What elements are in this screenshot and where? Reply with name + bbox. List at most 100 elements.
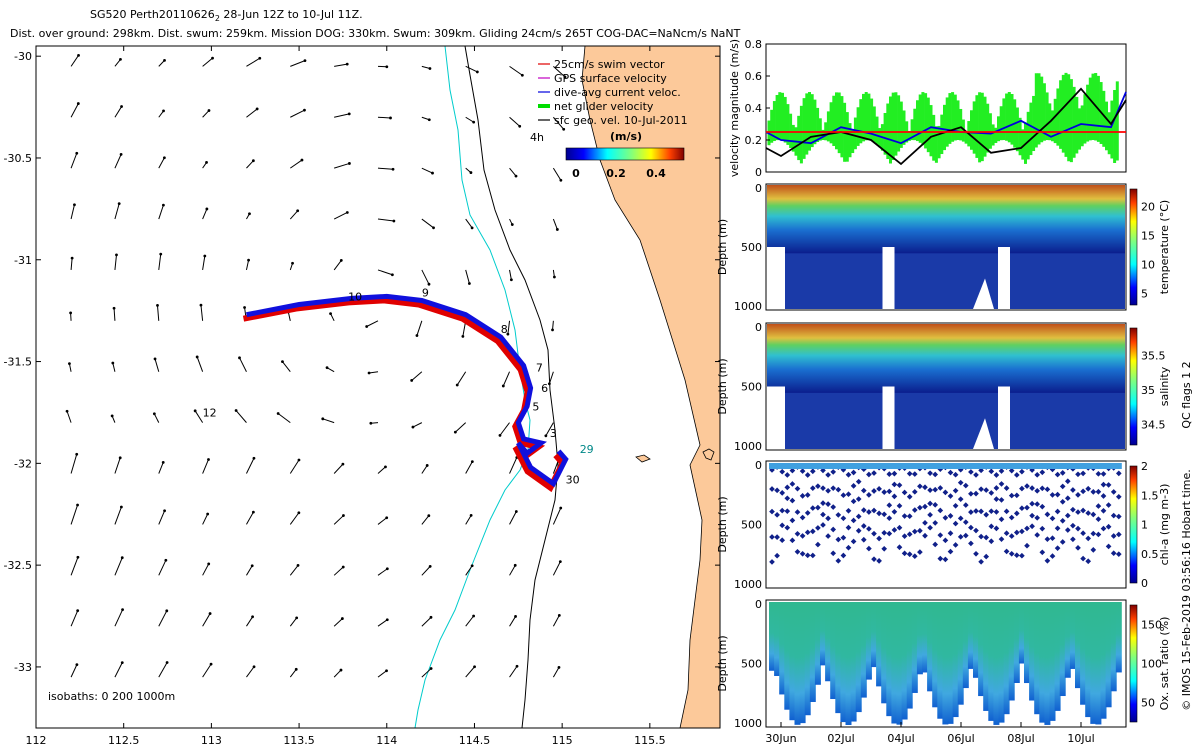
oxy-profile — [932, 602, 939, 708]
chl-surface-sample — [799, 463, 806, 469]
chl-sample — [779, 490, 786, 496]
current-arrow — [202, 57, 213, 67]
chl-sample — [957, 479, 964, 486]
current-arrow-head — [119, 505, 123, 509]
chl-sample — [998, 516, 1005, 523]
current-arrow-head — [339, 668, 343, 672]
current-arrow — [114, 662, 123, 678]
chl-sample — [891, 527, 898, 533]
map-frame — [35, 45, 721, 729]
chl-sample — [794, 548, 801, 555]
chl-sample — [804, 552, 811, 559]
chl-sample — [1039, 503, 1046, 510]
section-colorbar-tick-label: 150 — [1141, 619, 1162, 632]
chl-sample — [962, 519, 969, 525]
current-arrow — [70, 258, 73, 270]
day-label: 3 — [550, 427, 557, 440]
oxy-profile — [840, 602, 847, 723]
current-arrow-head — [389, 116, 392, 120]
current-arrow — [509, 116, 521, 127]
current-arrow — [421, 465, 428, 474]
chl-sample — [1019, 552, 1025, 559]
chl-sample — [973, 472, 979, 478]
chl-sample — [881, 511, 888, 518]
current-arrow — [553, 116, 565, 130]
chl-surface-sample — [1095, 463, 1102, 469]
current-arrow-head — [469, 171, 473, 174]
chl-sample — [968, 509, 974, 515]
oxy-profile — [967, 602, 974, 669]
chl-sample — [1054, 508, 1061, 515]
current-arrow — [377, 218, 394, 222]
current-arrow-head — [193, 409, 197, 413]
oxy-profile — [1115, 602, 1122, 673]
chl-sample — [973, 527, 979, 534]
current-arrow — [465, 269, 470, 284]
current-arrow-head — [563, 75, 567, 79]
current-arrow-head — [276, 412, 280, 415]
chl-sample — [1100, 471, 1107, 477]
current-arrow-head — [247, 258, 250, 262]
chl-sample — [779, 537, 786, 544]
map-x-tick-label: 114 — [376, 734, 397, 747]
chl-sample — [1085, 510, 1092, 516]
oxy-profile — [906, 602, 913, 709]
chl-sample — [850, 517, 857, 524]
oxy-profile — [891, 602, 898, 724]
current-arrow-head — [325, 366, 329, 370]
chl-sample — [886, 530, 893, 537]
current-arrow — [246, 458, 255, 474]
chl-sample — [988, 468, 995, 475]
chl-sample — [1024, 504, 1030, 511]
current-arrow-head — [518, 124, 522, 128]
current-arrow-head — [250, 564, 254, 568]
current-arrow-head — [425, 464, 429, 467]
current-arrow — [456, 371, 467, 386]
chl-sample — [942, 537, 949, 544]
current-arrow-head — [69, 311, 73, 315]
time-tick-label: 08Jul — [1007, 732, 1034, 745]
chl-sample — [1003, 508, 1010, 515]
current-arrow — [158, 662, 168, 678]
chl-sample — [799, 514, 806, 521]
current-arrow-head — [159, 252, 163, 256]
chl-sample — [804, 529, 811, 536]
current-arrow — [289, 459, 300, 474]
current-arrow — [552, 561, 561, 576]
chl-sample — [1019, 468, 1025, 475]
chl-surface-sample — [937, 463, 944, 469]
chl-surface-sample — [901, 463, 908, 469]
chl-surface-sample — [983, 463, 990, 469]
chl-sample — [952, 487, 959, 494]
current-arrow-head — [384, 465, 387, 469]
current-arrow-head — [281, 360, 284, 364]
current-arrow-head — [559, 506, 563, 510]
chl-surface-sample — [891, 463, 898, 469]
chl-surface-sample — [993, 463, 1000, 469]
chl-sample — [845, 544, 852, 551]
chl-sample — [809, 468, 816, 475]
oxy-profile — [962, 602, 969, 689]
current-arrow — [502, 371, 510, 387]
oxy-profile — [942, 602, 949, 725]
oxy-profile — [993, 602, 1000, 725]
map-y-tick-label: -32.5 — [4, 559, 32, 572]
current-arrow-head — [432, 226, 435, 230]
chl-sample — [1044, 511, 1051, 518]
oxy-profile — [1049, 602, 1056, 721]
current-arrow-head — [557, 613, 561, 617]
oxy-profile — [1008, 602, 1015, 701]
oxy-profile — [1080, 602, 1087, 705]
chl-sample — [896, 524, 903, 531]
chl-sample — [957, 515, 964, 522]
current-arrow — [239, 357, 247, 372]
current-arrow — [509, 565, 516, 576]
current-arrow — [246, 565, 253, 576]
chl-sample — [947, 530, 954, 537]
current-arrow-head — [164, 558, 168, 562]
section-gap — [973, 418, 994, 449]
chl-sample — [1080, 530, 1086, 537]
current-arrow — [158, 254, 162, 271]
current-arrow-head — [248, 212, 251, 216]
chl-sample — [1059, 470, 1066, 476]
